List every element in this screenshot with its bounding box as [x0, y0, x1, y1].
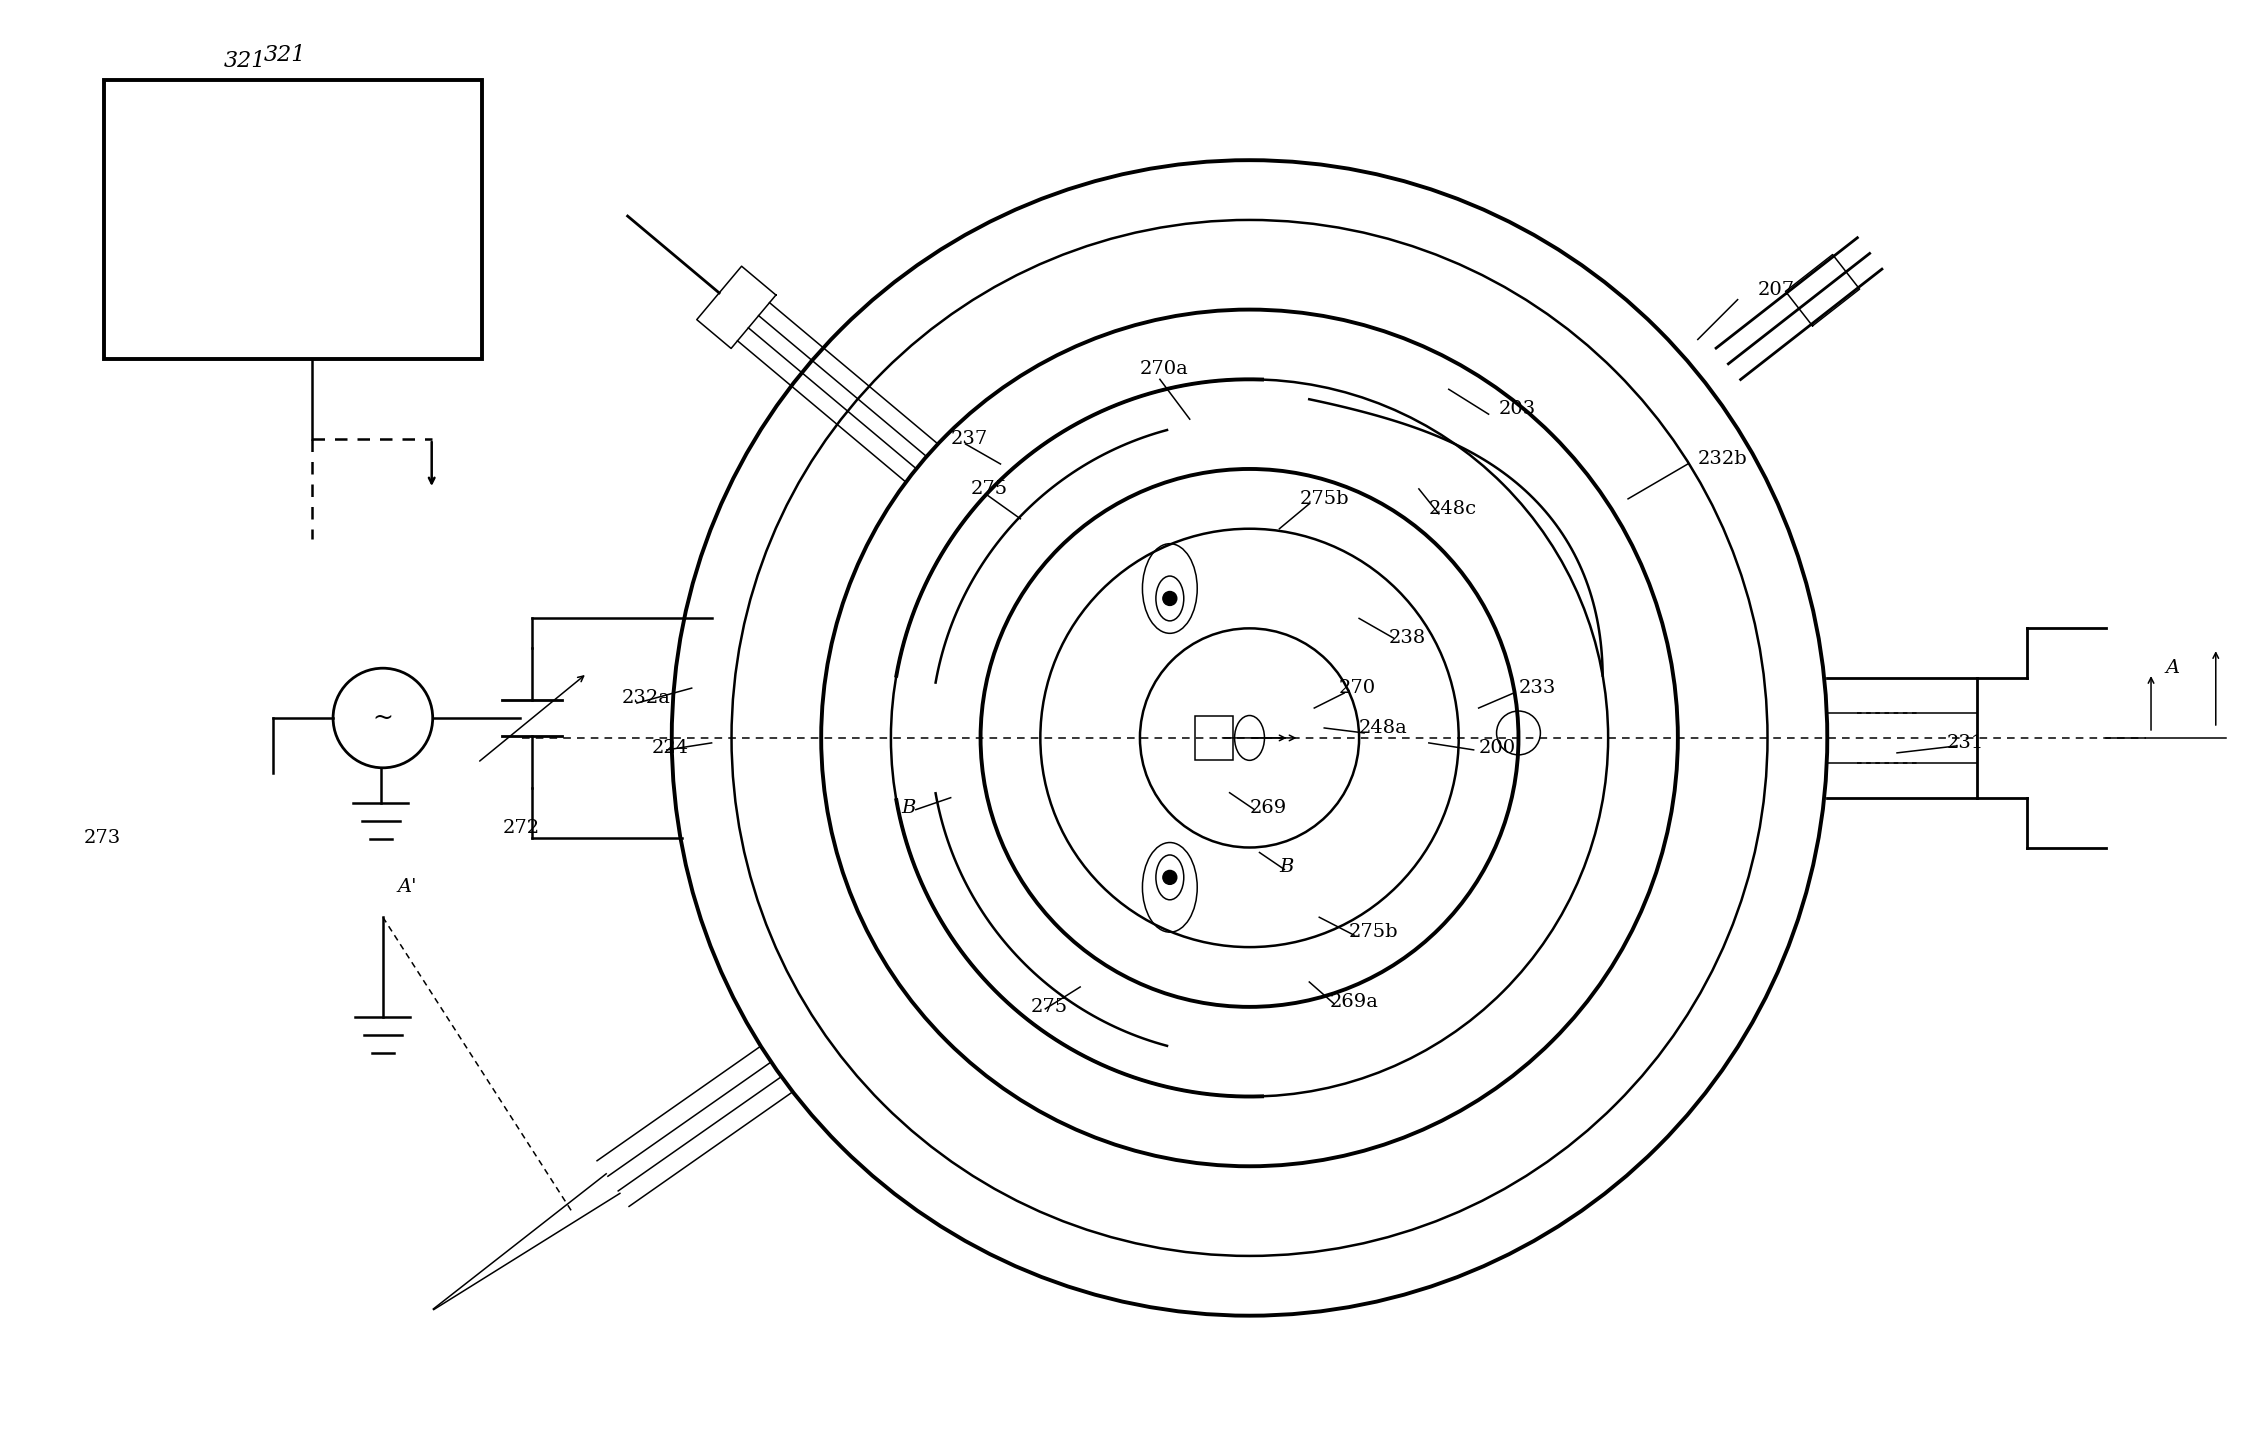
Text: 275b: 275b: [1350, 923, 1399, 942]
Text: 207: 207: [1757, 280, 1796, 299]
Text: ~: ~: [372, 706, 394, 729]
Text: 275b: 275b: [1300, 490, 1350, 508]
Text: 273: 273: [83, 828, 122, 847]
Text: A': A': [399, 879, 417, 896]
Text: 321: 321: [223, 49, 266, 72]
Text: 269a: 269a: [1329, 992, 1379, 1011]
Text: 275: 275: [1030, 998, 1068, 1015]
Text: 238: 238: [1390, 630, 1426, 647]
Text: 224: 224: [651, 739, 689, 756]
Bar: [104, 81, 482, 360]
Text: 232b: 232b: [1699, 450, 1748, 467]
Text: 203: 203: [1498, 400, 1537, 418]
Text: 272: 272: [502, 818, 538, 837]
Text: 231: 231: [1947, 733, 1985, 752]
Text: 269: 269: [1250, 798, 1286, 817]
Text: 248c: 248c: [1428, 500, 1478, 518]
Text: 248a: 248a: [1359, 719, 1408, 736]
Text: 321: 321: [264, 43, 306, 66]
Text: A: A: [2165, 659, 2181, 677]
Text: 275: 275: [971, 480, 1007, 498]
Text: 270a: 270a: [1140, 361, 1190, 378]
Text: B: B: [901, 798, 915, 817]
Text: 233: 233: [1519, 679, 1557, 697]
Circle shape: [1163, 870, 1176, 884]
Text: 232a: 232a: [622, 689, 671, 707]
Text: 200: 200: [1478, 739, 1516, 756]
Text: 270: 270: [1338, 679, 1377, 697]
Text: 237: 237: [951, 430, 987, 449]
Circle shape: [1163, 591, 1176, 605]
Text: B: B: [1280, 858, 1293, 876]
Bar: [1194, 716, 1232, 759]
